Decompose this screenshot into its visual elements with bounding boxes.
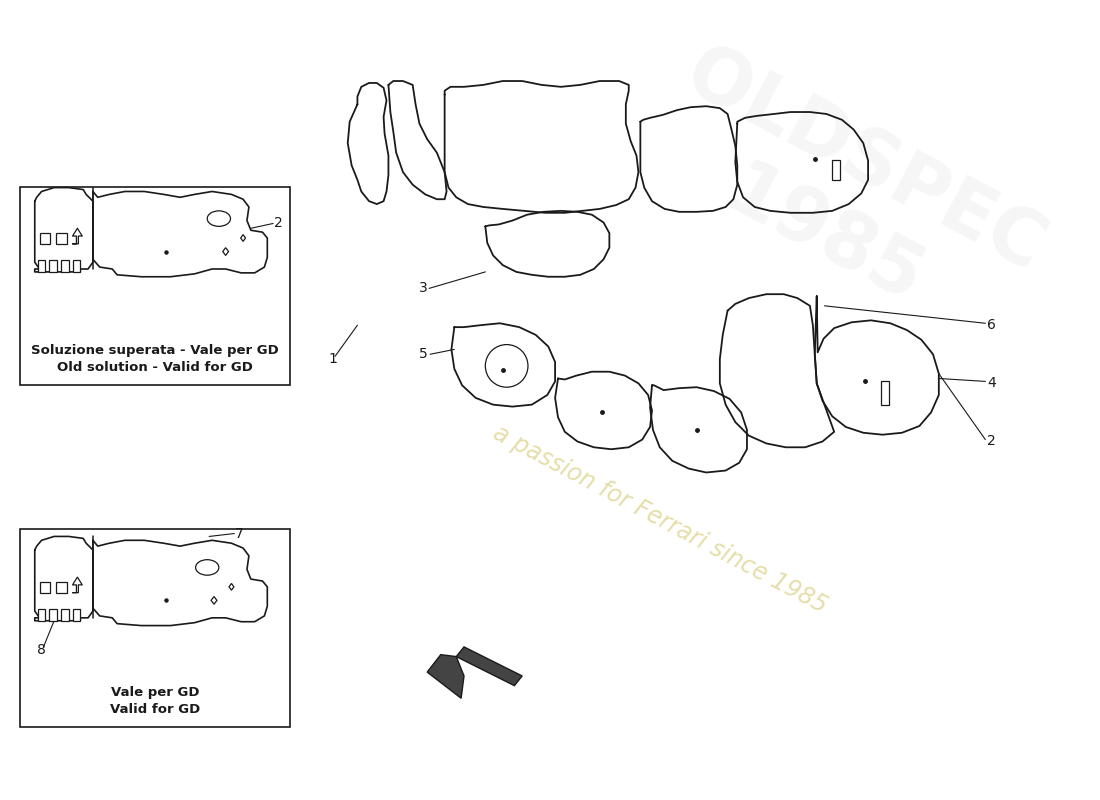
Polygon shape xyxy=(241,234,245,242)
Bar xyxy=(60,609,68,621)
Bar xyxy=(73,609,80,621)
Bar xyxy=(50,260,57,272)
Text: a passion for Ferrari since 1985: a passion for Ferrari since 1985 xyxy=(488,421,830,618)
Polygon shape xyxy=(427,654,464,698)
Ellipse shape xyxy=(207,211,231,226)
Text: 5: 5 xyxy=(418,347,427,362)
Bar xyxy=(40,233,51,244)
Text: 7: 7 xyxy=(235,526,244,541)
Bar xyxy=(37,260,45,272)
Bar xyxy=(40,582,51,593)
Bar xyxy=(50,609,57,621)
Text: 8: 8 xyxy=(37,643,46,657)
Text: 2: 2 xyxy=(988,434,996,449)
Bar xyxy=(20,529,289,727)
Bar xyxy=(833,161,840,180)
Text: 3: 3 xyxy=(418,282,427,295)
Bar xyxy=(20,186,289,386)
Text: 6: 6 xyxy=(988,318,997,332)
Polygon shape xyxy=(211,597,217,604)
Polygon shape xyxy=(456,647,522,686)
Polygon shape xyxy=(229,583,234,590)
Polygon shape xyxy=(222,248,229,255)
Text: Soluzione superata - Vale per GD: Soluzione superata - Vale per GD xyxy=(31,344,278,357)
Bar xyxy=(56,582,67,593)
Text: 4: 4 xyxy=(988,376,996,390)
Text: Old solution - Valid for GD: Old solution - Valid for GD xyxy=(57,362,253,374)
Bar xyxy=(37,609,45,621)
Text: Valid for GD: Valid for GD xyxy=(110,703,200,716)
Bar xyxy=(56,233,67,244)
Bar xyxy=(881,382,890,405)
Text: 2: 2 xyxy=(274,217,283,230)
Text: OLDSPEC
1985: OLDSPEC 1985 xyxy=(631,36,1056,362)
Bar xyxy=(60,260,68,272)
Ellipse shape xyxy=(196,560,219,575)
Text: Vale per GD: Vale per GD xyxy=(111,686,199,699)
Bar xyxy=(73,260,80,272)
Text: 1: 1 xyxy=(329,352,338,366)
